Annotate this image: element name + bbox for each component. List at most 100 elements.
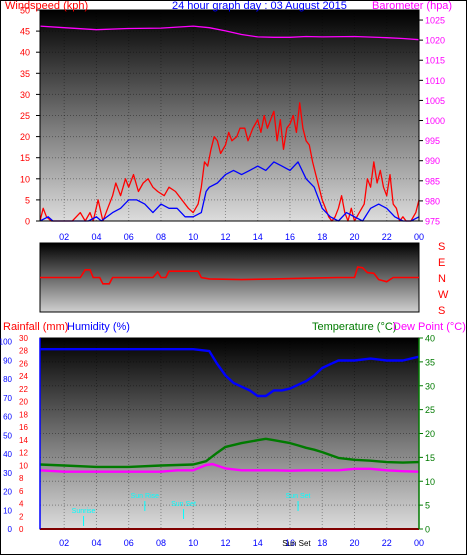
wind-direction-series [40,266,419,285]
windspeed-tick-label: 5 [25,195,30,205]
barometer-tick-label: 975 [425,217,440,227]
wind-direction-plot-area [39,242,420,313]
barometer-tick-label: 1015 [425,56,445,66]
humidity-tick-label: 50 [3,431,12,440]
humidity-axis: 0 10 20 30 40 50 60 70 80 90 100 [0,338,13,534]
rainfall-tick-label: 20 [19,398,28,407]
compass-tick-label: N [438,273,446,285]
humidity-tick-label: 60 [3,413,12,422]
compass-tick-label: W [438,289,449,301]
rainfall-tick-label: 26 [19,359,28,368]
temp-time-tick-label: 14 [253,538,263,548]
gust-line [39,102,420,222]
rainfall-tick-label: 22 [19,385,28,394]
windspeed-axis-label: Windspeed (kph) [5,0,88,12]
temp-time-tick-label: 18 [317,538,327,548]
wind-time-tick-label: 16 [285,232,295,242]
windspeed-axis: 0 5 10 15 20 25 30 35 40 45 50 [20,6,40,227]
humidity-tick-label: 20 [3,488,12,497]
wind-plot-area [40,10,419,221]
barometer-tick-label: 1000 [425,116,445,126]
compass-tick-label: E [438,257,445,269]
barometer-tick-label: 980 [425,196,440,206]
dew-line [39,462,420,473]
rainfall-tick-label: 2 [19,512,24,521]
wind-time-tick-label: 14 [253,232,263,242]
rainfall-tick-label: 28 [19,347,28,356]
wind-time-tick-label: 04 [91,232,101,242]
temperature-tick-label: 35 [425,357,435,367]
temperature-tick-label: 10 [425,477,435,487]
windspeed-tick-label: 0 [25,217,30,227]
rainfall-tick-label: 0 [19,525,24,534]
humidity-line [40,348,420,398]
temperature-tick-label: 0 [425,525,430,535]
wind-series [39,25,420,222]
temp-time-tick-label: 22 [382,538,392,548]
compass-tick-label: S [438,241,445,253]
temp-time-tick-label: 08 [156,538,166,548]
rainfall-tick-label: 24 [19,372,28,381]
rainfall-axis-label: Rainfall (mm) [3,321,68,333]
sun-event-label: Sunrise [72,508,96,515]
windspeed-tick-label: 25 [20,111,30,121]
temp-time-axis: 02 04 06 08 10 12 14 16 18 20 22 00 Sun Set [59,538,424,548]
baro-line [39,25,420,41]
rainfall-tick-label: 6 [19,487,24,496]
wind-time-tick-label: 22 [382,232,392,242]
windspeed-tick-label: 30 [20,90,30,100]
wind-time-tick-label: 20 [349,232,359,242]
rainfall-tick-label: 18 [19,410,28,419]
barometer-tick-label: 1010 [425,76,445,86]
humidity-tick-label: 30 [3,469,12,478]
temp-time-tick-label: 06 [124,538,134,548]
sun-event-label: Sun Rise [131,493,160,500]
windspeed-tick-label: 15 [20,153,30,163]
dewpoint-axis-label: Dew Point (°C) [393,321,466,333]
temp-time-tick-label: 16 [285,538,295,548]
windspeed-tick-label: 20 [20,132,30,142]
temp-line [39,437,420,469]
windspeed-tick-label: 45 [20,27,30,37]
windspeed-tick-label: 35 [20,69,30,79]
wind-time-tick-label: 10 [188,232,198,242]
humidity-axis-label: Humidity (%) [67,321,130,333]
temperature-tick-label: 20 [425,429,435,439]
sun-event-label: Sun Set [171,501,196,508]
barometer-axis: 975 980 985 990 995 1000 1005 1010 1015 1020 1025 [419,16,445,227]
humidity-tick-label: 80 [3,375,12,384]
barometer-tick-label: 985 [425,176,440,186]
temp-time-tick-label: 00 [414,538,424,548]
rainfall-tick-label: 8 [19,474,24,483]
wind-time-tick-label: 02 [59,232,69,242]
temp-time-tick-label: 10 [188,538,198,548]
wind-time-tick-label: 18 [317,232,327,242]
temperature-axis-label: Temperature (°C) [312,321,396,333]
rainfall-tick-label: 16 [19,423,28,432]
rainfall-tick-label: 4 [19,500,24,509]
temp-time-tick-label: 02 [59,538,69,548]
barometer-tick-label: 1025 [425,16,445,26]
bottom-sun-label: Sun Set [282,539,311,548]
wind-time-axis: 02 04 06 08 10 12 14 16 18 20 22 00 [59,232,424,242]
humidity-tick-label: 100 [0,338,13,347]
windspeed-tick-label: 50 [20,6,30,16]
temp-time-tick-label: 12 [220,538,230,548]
compass-tick-label: S [438,305,445,317]
wind-time-tick-label: 06 [124,232,134,242]
windspeed-tick-label: 10 [20,174,30,184]
temperature-tick-label: 5 [425,501,430,511]
humidity-tick-label: 70 [3,394,12,403]
humidity-tick-label: 40 [3,450,12,459]
barometer-tick-label: 990 [425,156,440,166]
temperature-tick-label: 30 [425,381,435,391]
humidity-tick-label: 10 [3,506,12,515]
wind-time-tick-label: 00 [414,232,424,242]
wind-direction-line [40,266,419,285]
temperature-tick-label: 40 [425,334,435,344]
